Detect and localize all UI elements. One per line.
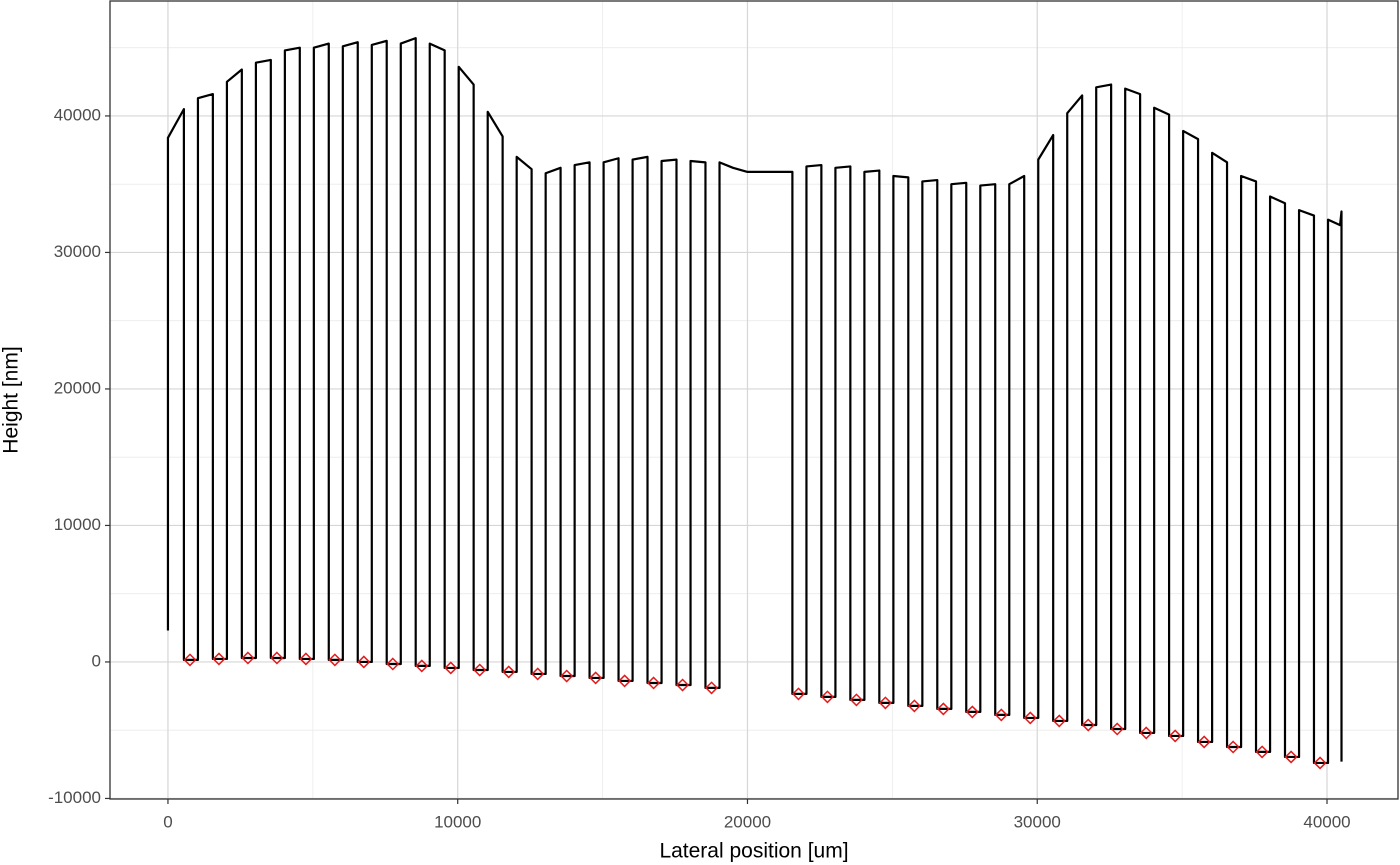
minimum-marker [878,696,892,710]
minimum-marker [820,690,835,704]
minimum-marker [965,705,979,719]
minimum-marker [1052,714,1066,728]
profile-line [166,37,1343,765]
minimum-marker [502,665,516,679]
minimum-marker [1110,722,1124,736]
minimum-marker [1313,756,1327,770]
y-tick-label: 40000 [54,105,101,124]
minimum-marker [907,699,921,713]
minimum-marker [415,659,429,673]
minimum-marker [936,702,950,716]
minimum-marker [299,652,313,666]
minimum-marker [647,676,661,690]
minimum-marker [183,653,197,667]
minimum-marker [1168,729,1182,743]
panel-border [109,0,1399,800]
x-tick-label: 0 [163,812,172,831]
minimum-marker [1197,735,1211,749]
x-tick-label: 30000 [1014,812,1061,831]
minimum-marker [994,708,1008,722]
x-tick-label: 40000 [1303,812,1350,831]
x-tick-label: 20000 [724,812,771,831]
minimum-marker [328,653,342,667]
minimum-marker [1139,726,1153,740]
minimum-marker [444,661,458,675]
minimum-marker [473,663,487,677]
y-tick-label: 20000 [54,378,101,397]
minimum-marker [357,655,371,669]
minimum-marker [560,669,574,683]
minimum-marker [704,681,719,695]
minimum-marker [791,687,806,701]
minimum-marker [270,651,284,665]
x-tick-label: 10000 [434,812,481,831]
minimum-marker [618,674,632,688]
minimum-marker [589,671,603,685]
minimum-marker [676,678,690,692]
y-axis-title: Height [nm] [0,346,23,453]
minimum-marker [1226,740,1240,754]
x-axis-title: Lateral position [um] [659,840,848,863]
minimum-marker [386,657,400,671]
minimum-marker [531,667,545,681]
minimum-marker [849,693,863,707]
minimum-marker [241,651,255,665]
minimum-marker [1081,718,1095,732]
y-tick-label: 10000 [54,515,101,534]
y-tick-label: -10000 [48,788,101,807]
minimum-marker [1023,711,1037,725]
minimum-marker [212,652,226,666]
y-tick-label: 0 [92,651,101,670]
y-tick-label: 30000 [54,242,101,261]
minimum-marker [1284,750,1298,764]
minimum-marker [1255,745,1269,759]
